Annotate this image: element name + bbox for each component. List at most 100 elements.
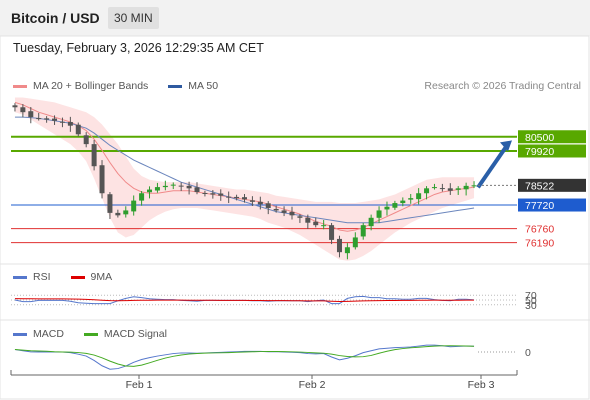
main-legend: MA 20 + Bollinger Bands MA 50 bbox=[13, 80, 218, 92]
candle-body bbox=[107, 194, 113, 213]
macd-legend: MACD MACD Signal bbox=[13, 328, 167, 340]
candle-body bbox=[131, 200, 137, 212]
candle-body bbox=[99, 165, 105, 194]
candle-body bbox=[20, 107, 26, 113]
candle-body bbox=[115, 212, 121, 216]
candle-body bbox=[147, 189, 153, 193]
candle-body bbox=[431, 187, 437, 189]
candle-body bbox=[400, 200, 406, 204]
x-tick-label-0: Feb 1 bbox=[126, 379, 153, 391]
macd-line bbox=[14, 344, 475, 370]
candle-body bbox=[59, 121, 65, 123]
candle-body bbox=[289, 211, 295, 216]
level-tag-79920: 79920 bbox=[525, 146, 554, 158]
candle-body bbox=[281, 210, 287, 213]
candle-body bbox=[408, 198, 414, 200]
macd-legend-label: MACD bbox=[33, 328, 64, 340]
candle-body bbox=[321, 225, 327, 227]
candle-body bbox=[218, 193, 224, 196]
last-price-tag-bg bbox=[518, 178, 586, 192]
ma20-legend-swatch bbox=[13, 84, 27, 88]
macd-legend-swatch bbox=[13, 332, 27, 336]
level-tag-80500-bg bbox=[518, 130, 586, 144]
candle-body bbox=[392, 203, 398, 208]
candle-body bbox=[329, 225, 335, 240]
macd-signal-line bbox=[14, 345, 475, 367]
candle-body bbox=[352, 237, 358, 248]
ma20-legend-label: MA 20 + Bollinger Bands bbox=[33, 80, 149, 92]
level-tag-79920-bg bbox=[518, 144, 586, 158]
candle-body bbox=[52, 118, 58, 121]
candle-body bbox=[313, 221, 319, 226]
rsi-level-label-30: 30 bbox=[525, 300, 537, 312]
candle-body bbox=[154, 187, 160, 191]
rsi-9ma-legend-label: 9MA bbox=[90, 271, 113, 283]
candle-body bbox=[67, 122, 73, 126]
candle-body bbox=[439, 188, 445, 190]
ma50-legend-label: MA 50 bbox=[188, 80, 219, 92]
candle-body bbox=[297, 216, 303, 218]
level-tag-80500: 80500 bbox=[525, 132, 554, 144]
rsi-9ma-legend-swatch bbox=[70, 275, 85, 279]
level-tag-76760: 76760 bbox=[525, 224, 554, 236]
instrument-title: Bitcoin / USD bbox=[11, 10, 100, 26]
candle-body bbox=[170, 184, 176, 186]
candle-body bbox=[210, 193, 216, 195]
macd-signal-legend-label: MACD Signal bbox=[103, 328, 167, 340]
rsi-level-label-50: 50 bbox=[525, 295, 537, 307]
candle-body bbox=[376, 210, 382, 218]
projection-arrow-head bbox=[500, 140, 512, 152]
ma50-legend-swatch bbox=[168, 84, 183, 88]
chart-frame bbox=[0, 35, 590, 400]
candle-body bbox=[249, 200, 255, 202]
level-tag-76190: 76190 bbox=[525, 238, 554, 250]
rsi-9ma-line bbox=[14, 298, 475, 302]
candle-body bbox=[424, 188, 430, 194]
level-tag-77720: 77720 bbox=[525, 200, 554, 212]
projection-arrow-shaft bbox=[476, 144, 509, 189]
header-bar: Bitcoin / USD 30 MIN bbox=[0, 0, 590, 36]
candle-body bbox=[194, 187, 200, 193]
candle-body bbox=[234, 196, 240, 199]
copyright-text: Research © 2026 Trading Central bbox=[424, 80, 581, 92]
candle-body bbox=[416, 193, 422, 200]
candle-body bbox=[447, 188, 453, 191]
candle-body bbox=[83, 135, 89, 145]
candle-body bbox=[360, 225, 366, 237]
candle-body bbox=[273, 208, 279, 211]
candle-body bbox=[12, 105, 18, 108]
candle-body bbox=[202, 192, 208, 194]
candle-body bbox=[384, 206, 390, 210]
candle-body bbox=[463, 185, 469, 190]
candle-body bbox=[139, 193, 145, 201]
x-tick-label-1: Feb 2 bbox=[299, 379, 326, 391]
bollinger-band bbox=[14, 97, 475, 261]
report-datetime: Tuesday, February 3, 2026 12:29:35 AM CE… bbox=[13, 41, 264, 55]
rsi-legend-label: RSI bbox=[33, 271, 51, 283]
candle-body bbox=[455, 188, 461, 190]
rsi-legend-swatch bbox=[13, 275, 27, 279]
candle-body bbox=[305, 217, 311, 223]
candle-body bbox=[471, 185, 477, 187]
candle-body bbox=[123, 210, 129, 215]
candle-body bbox=[28, 111, 34, 118]
last-price-tag: 78522 bbox=[525, 180, 554, 192]
candle-body bbox=[44, 118, 50, 120]
candle-body bbox=[257, 201, 263, 205]
candle-body bbox=[186, 185, 192, 189]
candle-body bbox=[242, 197, 247, 200]
rsi-legend: RSI 9MA bbox=[13, 271, 112, 283]
candle-body bbox=[178, 185, 184, 187]
candle-body bbox=[91, 144, 97, 167]
level-tag-77720-bg bbox=[518, 198, 586, 212]
candle-body bbox=[36, 118, 42, 120]
candle-body bbox=[344, 247, 350, 254]
candle-body bbox=[336, 238, 342, 253]
timeframe-badge[interactable]: 30 MIN bbox=[108, 7, 159, 29]
candle-body bbox=[75, 124, 81, 135]
rsi-level-label-70: 70 bbox=[525, 290, 537, 302]
candle-body bbox=[368, 217, 374, 227]
candle-body bbox=[265, 203, 271, 208]
x-tick-label-2: Feb 3 bbox=[468, 379, 495, 391]
